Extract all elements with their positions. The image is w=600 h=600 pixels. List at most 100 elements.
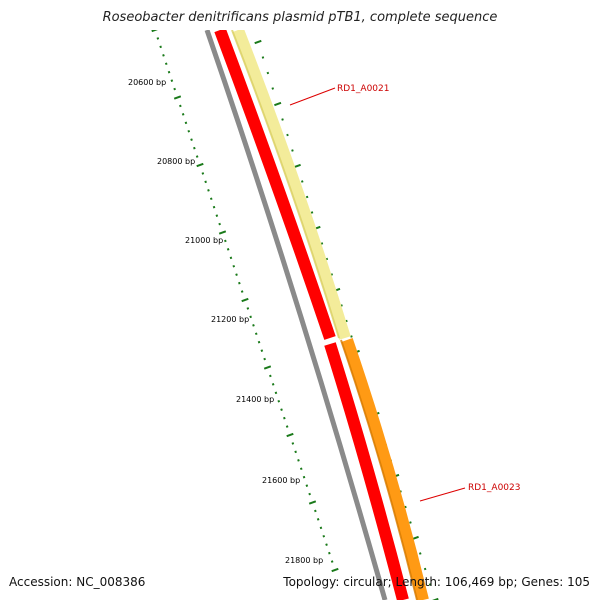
ruler-minor-tick	[325, 543, 328, 546]
ruler-minor-tick	[173, 87, 176, 91]
ruler-major-tick	[274, 101, 282, 107]
ruler-major-tick	[241, 297, 249, 303]
ruler-minor-tick	[271, 87, 275, 90]
ruler-minor-tick	[280, 408, 283, 411]
ruler-minor-tick	[328, 551, 331, 555]
ruler-minor-tick	[418, 552, 422, 555]
ruler-minor-tick	[215, 214, 219, 217]
ruler-minor-tick	[232, 264, 236, 268]
ruler-minor-tick	[319, 526, 323, 530]
ruler-minor-tick	[291, 442, 295, 445]
ruler-minor-tick	[226, 248, 230, 251]
ruler-ticks	[151, 30, 339, 573]
ruler-minor-tick	[156, 37, 160, 40]
ruler-minor-tick	[181, 113, 185, 116]
ruler-minor-tick	[350, 335, 353, 338]
accession-text: Accession: NC_008386	[9, 575, 146, 589]
ruler-minor-tick	[184, 121, 188, 125]
ruler-minor-tick	[209, 197, 213, 201]
ruler-minor-tick	[224, 239, 227, 243]
ruler-label: 20600 bp	[128, 78, 166, 87]
ruler-minor-tick	[159, 45, 162, 49]
ruler-minor-tick	[164, 62, 168, 66]
ruler-minor-tick	[271, 383, 275, 386]
ruler-minor-tick	[212, 205, 216, 209]
gene-label-line-rd1-a0023	[419, 487, 466, 502]
ruler-major-tick	[331, 567, 339, 573]
ruler-major-tick	[293, 163, 301, 169]
ruler-minor-tick	[240, 290, 244, 293]
gene-rd1-a0021-track[interactable]	[232, 30, 351, 340]
sequence-stats-text: Topology: circular; Length: 106,469 bp; …	[283, 575, 590, 589]
ruler-label: 21000 bp	[185, 236, 223, 245]
gene-label-rd1-a0023[interactable]: RD1_A0023	[468, 483, 520, 493]
ruler-minor-tick	[254, 332, 258, 336]
ruler-label: 21200 bp	[211, 315, 249, 324]
map-title: Roseobacter denitrificans plasmid pTB1, …	[102, 10, 498, 25]
ruler-minor-tick	[302, 475, 306, 479]
ruler-label: 21400 bp	[236, 395, 274, 404]
ruler-minor-tick	[277, 399, 281, 403]
gene-rd1-a0021-edge	[231, 30, 340, 339]
ruler-minor-tick	[218, 222, 221, 226]
ruler-minor-tick	[235, 273, 238, 276]
ruler-major-tick	[432, 597, 439, 600]
ruler-label: 21800 bp	[285, 556, 323, 565]
ruler-minor-tick	[207, 189, 210, 192]
ruler-major-tick	[308, 500, 317, 505]
ruler-minor-tick	[179, 104, 182, 108]
ruler-minor-tick	[330, 560, 334, 563]
ruler-minor-tick	[246, 307, 250, 310]
ruler-minor-tick	[300, 180, 304, 183]
ruler-minor-tick	[314, 509, 317, 513]
ruler-major-tick	[254, 39, 262, 45]
ruler-minor-tick	[310, 211, 314, 214]
ruler-minor-tick	[252, 324, 255, 327]
ruler-minor-tick	[193, 146, 196, 150]
ruler-minor-tick	[201, 172, 205, 175]
ruler-minor-tick	[162, 54, 165, 57]
gene-label-rd1-a0021[interactable]: RD1_A0021	[337, 84, 389, 94]
ruler-minor-tick	[263, 357, 266, 361]
ruler-major-tick	[151, 30, 158, 33]
ruler-minor-tick	[261, 56, 265, 59]
ruler-minor-tick	[308, 492, 311, 496]
ruler-major-tick	[196, 162, 204, 168]
ruler-major-tick	[173, 95, 182, 100]
ruler-minor-tick	[299, 467, 303, 471]
ruler-labels: 20600 bp 20800 bp 21000 bp 21200 bp 2140…	[128, 78, 323, 565]
ruler-minor-tick	[423, 567, 427, 571]
ruler-minor-tick	[316, 518, 320, 521]
ruler-minor-tick	[286, 133, 289, 137]
ruler-minor-tick	[285, 425, 289, 428]
red-track-segment-upper	[214, 30, 336, 340]
ruler-minor-tick	[291, 149, 294, 152]
ruler-minor-tick	[229, 256, 233, 260]
ruler-minor-tick	[283, 416, 286, 420]
ruler-minor-tick	[238, 281, 241, 285]
gene-rd1-a0023-track[interactable]	[341, 338, 429, 600]
ruler-minor-tick	[190, 138, 193, 141]
ruler-major-tick	[286, 432, 294, 438]
ruler-minor-tick	[204, 180, 207, 184]
ruler-minor-tick	[281, 118, 284, 121]
ruler-minor-tick	[167, 70, 171, 74]
ruler-minor-tick	[195, 155, 199, 158]
ruler-minor-tick	[170, 79, 174, 82]
ruler-major-tick	[263, 365, 272, 370]
ruler-minor-tick	[409, 521, 412, 524]
ruler-label: 20800 bp	[157, 157, 195, 166]
ruler-minor-tick	[266, 71, 270, 75]
ruler-minor-tick	[305, 484, 309, 487]
ruler-minor-tick	[274, 391, 278, 395]
ruler-minor-tick	[297, 459, 300, 462]
ruler-minor-tick	[294, 450, 297, 454]
ruler-minor-tick	[187, 129, 191, 133]
ruler-minor-tick	[269, 374, 272, 378]
gray-track	[204, 30, 388, 600]
gene-label-line-rd1-a0021	[289, 87, 336, 106]
ruler-label: 21600 bp	[262, 476, 300, 485]
red-track-segment-lower	[324, 342, 409, 600]
ruler-minor-tick	[305, 195, 309, 199]
